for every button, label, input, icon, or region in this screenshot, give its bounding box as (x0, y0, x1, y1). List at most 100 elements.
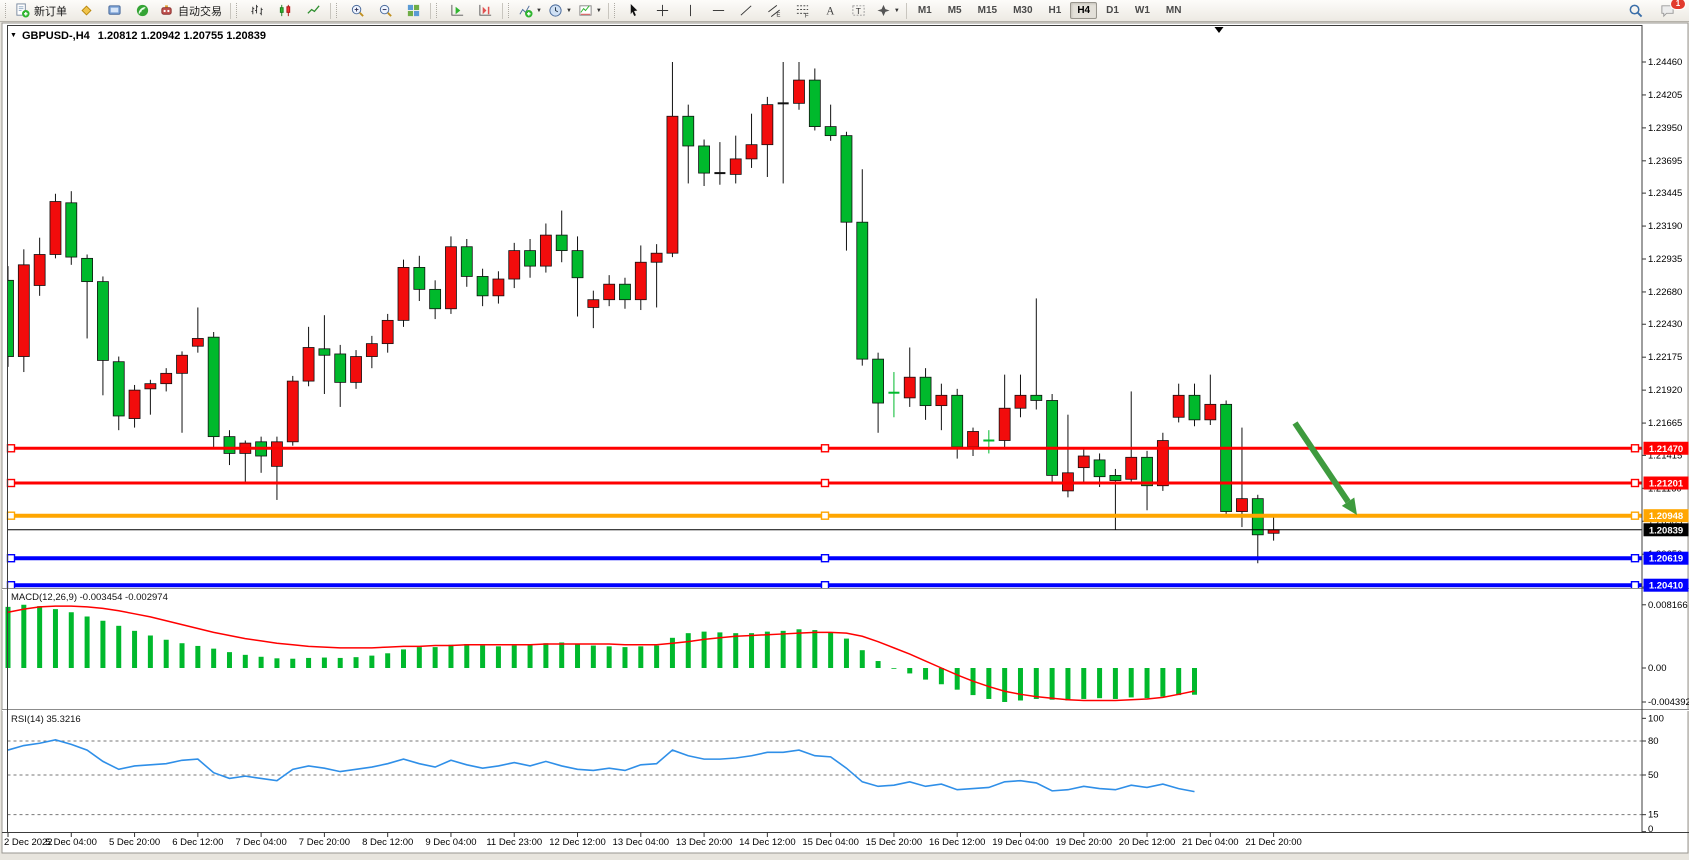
timeframe-MN-button[interactable]: MN (1165, 5, 1182, 16)
indicators-button[interactable]: ▼ (515, 0, 545, 22)
zoom-out-button[interactable] (371, 0, 399, 22)
channel-icon: E (767, 3, 782, 18)
auto-scroll-button[interactable] (443, 0, 471, 22)
line-handle[interactable] (820, 581, 830, 590)
svg-text:0.008166: 0.008166 (1648, 600, 1688, 611)
terminal-button[interactable] (100, 0, 128, 22)
svg-text:1.24460: 1.24460 (1648, 57, 1682, 68)
trend-arrow-annotation[interactable] (1292, 421, 1357, 515)
toolbar-separator (230, 2, 231, 19)
timeframe-M15-button[interactable]: M15 (977, 5, 998, 16)
candlestick-chart-button[interactable] (271, 0, 299, 22)
new-order-button[interactable]: 新订单 (12, 0, 72, 22)
equidistant-channel-button[interactable]: E (761, 0, 789, 22)
svg-text:19 Dec 20:00: 19 Dec 20:00 (1056, 837, 1113, 848)
bar-chart-button[interactable] (243, 0, 271, 22)
macd-pane: 0.008166 0.00 -0.004392 (5, 600, 1689, 708)
svg-text:1.22680: 1.22680 (1648, 287, 1682, 298)
gold-button[interactable] (72, 0, 100, 22)
line-chart-button[interactable] (299, 0, 327, 22)
ohlc-quote-label: 1.20812 1.20942 1.20755 1.20839 (97, 30, 266, 42)
line-handle[interactable] (1630, 554, 1640, 563)
chart-shift-button[interactable] (471, 0, 499, 22)
line-handle[interactable] (820, 478, 830, 488)
templates-button[interactable]: ▼ (575, 0, 605, 22)
svg-text:1.21470: 1.21470 (1649, 444, 1683, 455)
zoom-out-icon (378, 3, 393, 18)
svg-text:1.23695: 1.23695 (1648, 156, 1682, 167)
line-handle[interactable] (6, 511, 16, 520)
timeframe-M5-button[interactable]: M5 (947, 5, 962, 16)
search-button[interactable] (1621, 0, 1649, 22)
dropdown-caret-icon[interactable]: ▼ (893, 7, 900, 14)
autotrade-button-label: 自动交易 (178, 5, 222, 18)
horizontal-line-button[interactable] (705, 0, 733, 22)
vline-icon (683, 3, 698, 18)
text-button[interactable]: A (817, 0, 845, 22)
crosshair-button[interactable] (649, 0, 677, 22)
svg-text:21 Dec 04:00: 21 Dec 04:00 (1182, 837, 1239, 848)
dropdown-caret-icon[interactable]: ▼ (565, 7, 572, 14)
autotrade-button[interactable]: 自动交易 (156, 0, 227, 22)
candles-chart-icon (278, 3, 293, 18)
hline-1.21470[interactable] (6, 444, 1643, 453)
svg-text:1.21920: 1.21920 (1648, 385, 1682, 396)
chart-end-icon (478, 3, 493, 18)
periods-button[interactable]: ▼ (545, 0, 575, 22)
toolbar-grip (436, 3, 439, 18)
line-handle[interactable] (1630, 581, 1640, 590)
signals-button[interactable] (128, 0, 156, 22)
line-handle[interactable] (1630, 511, 1640, 520)
chevron-down-icon[interactable]: ▼ (10, 32, 17, 39)
text-label-button[interactable]: T (845, 0, 873, 22)
chart-shift-marker[interactable] (1214, 27, 1224, 33)
price-badge-1.20619: 1.20619 (1643, 551, 1689, 565)
hline-1.20410[interactable] (6, 581, 1643, 590)
timeframe-M1-button[interactable]: M1 (917, 5, 932, 16)
line-handle[interactable] (1630, 444, 1640, 453)
toolbar-separator (607, 2, 609, 19)
trendline-button[interactable] (733, 0, 761, 22)
vertical-line-button[interactable] (677, 0, 705, 22)
svg-text:14 Dec 12:00: 14 Dec 12:00 (739, 837, 796, 848)
line-handle[interactable] (1630, 478, 1640, 488)
toolbar-grip (508, 3, 511, 18)
timeframe-D1-button[interactable]: D1 (1106, 5, 1119, 16)
timeframe-M30-button[interactable]: M30 (1013, 5, 1033, 16)
svg-text:13 Dec 04:00: 13 Dec 04:00 (613, 837, 670, 848)
toolbar-separator (502, 2, 503, 19)
hline-1.20948[interactable] (6, 511, 1643, 520)
new-order-button-label: 新订单 (34, 5, 67, 18)
crosshair-icon (655, 3, 670, 18)
line-handle[interactable] (820, 444, 830, 453)
svg-text:9 Dec 04:00: 9 Dec 04:00 (425, 837, 476, 848)
timeframe-W1-button[interactable]: W1 (1134, 5, 1150, 16)
cursor-button[interactable] (621, 0, 649, 22)
templates-icon (578, 3, 593, 18)
svg-text:1.23445: 1.23445 (1648, 188, 1682, 199)
line-handle[interactable] (820, 511, 830, 520)
line-handle[interactable] (6, 444, 16, 453)
timeframe-H4-button[interactable]: H4 (1070, 2, 1098, 19)
fibonacci-button[interactable]: F (789, 0, 817, 22)
line-handle[interactable] (6, 478, 16, 488)
dropdown-caret-icon[interactable]: ▼ (595, 7, 602, 14)
hline-1.21201[interactable] (6, 478, 1643, 488)
zoom-in-button[interactable] (343, 0, 371, 22)
price-badge-1.20839: 1.20839 (1643, 523, 1689, 537)
timeframe-H1-button[interactable]: H1 (1048, 5, 1062, 16)
line-handle[interactable] (820, 554, 830, 563)
fibo-icon: F (795, 3, 810, 18)
svg-text:1.21415: 1.21415 (1648, 450, 1682, 461)
arrows-button[interactable]: ▼ (873, 0, 903, 22)
line-handle[interactable] (6, 554, 16, 563)
toolbar-separator (330, 2, 331, 19)
indicators-icon (518, 3, 533, 18)
dropdown-caret-icon[interactable]: ▼ (536, 7, 542, 14)
price-badge-1.20948: 1.20948 (1643, 509, 1689, 523)
tile-windows-button[interactable] (399, 0, 427, 22)
notifications-button[interactable]: 1 (1653, 0, 1686, 22)
line-handle[interactable] (6, 581, 16, 590)
svg-text:T: T (856, 6, 861, 16)
